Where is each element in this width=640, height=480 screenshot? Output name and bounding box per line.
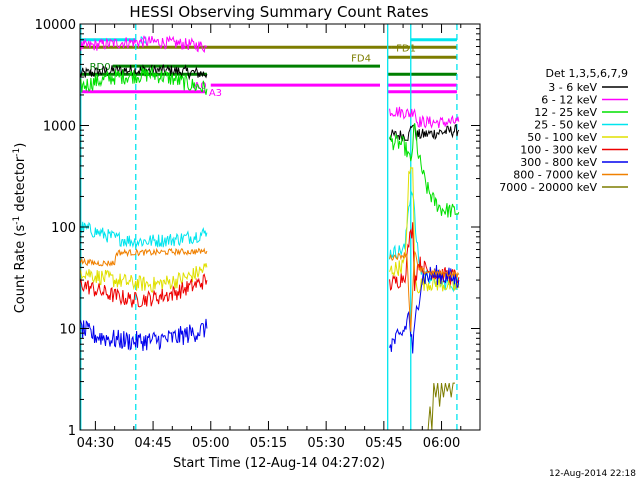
legend-entry-label: 12 - 25 keV: [534, 106, 597, 119]
legend-entry-label: 800 - 7000 keV: [513, 169, 597, 182]
y-tick-label: 10: [59, 323, 76, 338]
x-tick-label: 05:30: [307, 436, 344, 451]
series-line: [80, 318, 208, 352]
series-line: [80, 65, 208, 95]
legend-entry-label: 7000 - 20000 keV: [499, 181, 597, 194]
series-line: [389, 251, 460, 332]
x-tick-label: 04:45: [134, 436, 171, 451]
legend-entry-label: 6 - 12 keV: [541, 94, 597, 107]
legend-entry-label: 100 - 300 keV: [520, 144, 597, 157]
y-tick-label: 1000: [43, 120, 76, 135]
series-line: [389, 123, 460, 218]
y-tick-label: 100: [51, 221, 76, 236]
series-line: [389, 166, 460, 294]
x-tick-label: 06:00: [423, 436, 460, 451]
chart-title: HESSI Observing Summary Count Rates: [129, 3, 428, 21]
axes: 04:30 04:45 05:00 05:15 05:30 05:45 06:00 1 10 10…: [35, 18, 481, 451]
flag-label: A3: [209, 88, 222, 99]
x-axis-label: Start Time (12-Aug-14 04:27:02): [173, 456, 385, 471]
series-line: [389, 264, 460, 354]
y-axis-label: Count Rate (s-1 detector-1): [12, 143, 28, 314]
flag-label: A0: [193, 81, 206, 92]
footer-timestamp: 12-Aug-2014 22:18: [549, 469, 636, 479]
y-tick-label: 1: [68, 424, 76, 439]
y-axis-label-sup: -1: [12, 216, 22, 225]
x-tick-label: 05:00: [192, 436, 229, 451]
y-axis-label-part: detector: [13, 156, 28, 216]
series-line: [427, 382, 455, 430]
x-tick-label: 05:15: [250, 436, 287, 451]
series-line: [80, 263, 208, 294]
series-line: [80, 64, 208, 81]
x-tick-label: 04:30: [77, 436, 114, 451]
legend-header: Det 1,3,5,6,7,9: [545, 67, 628, 80]
x-tick-label: 05:45: [365, 436, 402, 451]
legend-entry-label: 25 - 50 keV: [534, 119, 597, 132]
y-tick-label: 10000: [35, 18, 76, 33]
legend-entry-label: 3 - 6 keV: [548, 81, 597, 94]
series-line: [80, 221, 208, 249]
series-line: [389, 106, 460, 129]
flag-label: RD0: [90, 62, 111, 73]
y-axis-label-part: Count Rate (s: [13, 225, 28, 314]
series-line: [80, 273, 208, 308]
observing-flags: NFD1FD4RD0A0A3: [80, 36, 457, 99]
series-line: [80, 247, 208, 267]
series-line: [80, 35, 208, 53]
y-axis-label-part: ): [13, 143, 28, 148]
series-line: [389, 123, 460, 142]
flag-label: FD4: [351, 53, 371, 64]
series-lines: [80, 35, 460, 430]
legend-entry-label: 50 - 100 keV: [527, 131, 597, 144]
legend-entry-label: 300 - 800 keV: [520, 156, 597, 169]
y-axis-label-sup: -1: [12, 148, 22, 157]
